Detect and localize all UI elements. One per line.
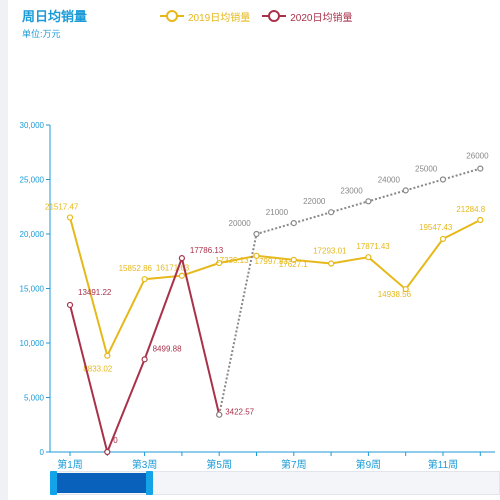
- data-point-0: [141, 276, 148, 283]
- data-point-1: [104, 448, 111, 456]
- y-tick-label: 5,000: [24, 394, 45, 403]
- data-label-0: 17335.13: [215, 256, 249, 265]
- data-label-1: 17786.13: [190, 246, 224, 255]
- legend-swatch-2019: [160, 9, 184, 23]
- data-label-1: 13491.22: [78, 288, 112, 297]
- x-tick-label: 第11周: [428, 458, 458, 470]
- y-tick-label: 15,000: [20, 285, 45, 294]
- data-point-2: [477, 165, 484, 172]
- data-label-0: 14938.56: [378, 290, 412, 299]
- x-tick-label: 第9周: [356, 458, 382, 470]
- data-label-2: 26000: [466, 152, 489, 161]
- legend: 2019日均销量 2020日均销量: [160, 8, 365, 24]
- data-label-0: 8833.02: [83, 365, 112, 374]
- data-point-0: [178, 272, 185, 279]
- data-label-2: 25000: [415, 165, 438, 174]
- data-label-2: 21000: [266, 208, 289, 217]
- data-point-0: [104, 352, 111, 359]
- data-label-0: 16171.63: [156, 264, 190, 273]
- data-point-0: [477, 216, 484, 224]
- data-point-2: [328, 209, 335, 216]
- data-point-0: [402, 286, 409, 293]
- x-tick-label: 第7周: [281, 458, 307, 470]
- data-label-0: 17997.83: [255, 257, 289, 266]
- data-label-1: 3422.57: [225, 408, 254, 417]
- legend-swatch-2020: [262, 9, 287, 23]
- data-point-0: [290, 256, 297, 263]
- chart-subtitle: 单位:万元: [22, 29, 61, 39]
- legend-item-2020[interactable]: 2020日均销量: [262, 9, 353, 24]
- data-label-0: 21517.47: [45, 202, 79, 211]
- legend-label-2020: 2020日均销量: [290, 12, 353, 24]
- data-point-2: [365, 198, 372, 205]
- data-label-2: 22000: [303, 197, 326, 206]
- x-tick-label: 第5周: [206, 458, 232, 470]
- data-point-0: [216, 259, 223, 267]
- data-point-2: [290, 220, 297, 227]
- data-point-2: [253, 230, 260, 238]
- y-tick-label: 0: [40, 448, 45, 457]
- x-tick-label: 第1周: [57, 458, 83, 470]
- data-label-0: 15852.86: [119, 264, 153, 273]
- y-tick-label: 30,000: [20, 121, 45, 130]
- data-label-0: 17293.01: [313, 247, 347, 256]
- zoom-selected-range[interactable]: [57, 473, 146, 493]
- line-chart: 0 5,000 10,000 15,000 20,000 25,000 30,000 第1周 第…: [20, 121, 495, 470]
- data-point-1: [178, 255, 185, 262]
- data-label-1: 8499.88: [153, 344, 182, 353]
- data-label-2: 23000: [340, 186, 363, 195]
- chart-title: 周日均销量: [22, 9, 88, 24]
- x-tick-label: 第3周: [132, 458, 158, 470]
- legend-label-2019: 2019日均销量: [188, 12, 251, 24]
- series-line-2: [218, 167, 481, 415]
- data-point-0: [365, 254, 372, 261]
- data-label-0: 19547.43: [419, 223, 453, 232]
- y-tick-label: 20,000: [20, 230, 45, 239]
- data-point-0: [439, 235, 447, 243]
- zoom-handle-left[interactable]: [50, 471, 57, 495]
- data-label-0: 17871.43: [356, 242, 390, 251]
- data-point-1: [66, 301, 74, 309]
- data-point-1: [141, 356, 148, 363]
- y-tick-label: 25,000: [20, 176, 45, 185]
- zoom-slider[interactable]: [50, 471, 500, 495]
- series-line-0: [69, 217, 481, 359]
- y-tick-label: 10,000: [20, 339, 45, 348]
- legend-item-2019[interactable]: 2019日均销量: [160, 9, 250, 24]
- data-label-2: 20000: [229, 219, 252, 228]
- data-label-0: 21284.8: [456, 205, 485, 214]
- data-point-2: [402, 187, 409, 194]
- data-label-0: 17627.1: [279, 260, 308, 269]
- data-point-0: [66, 214, 74, 221]
- data-point-2: [439, 176, 447, 183]
- data-point-2: [216, 411, 223, 418]
- data-label-1: 0: [113, 436, 118, 445]
- data-point-0: [328, 260, 335, 267]
- data-point-0: [253, 252, 260, 259]
- left-rail: [0, 0, 8, 500]
- data-label-2: 24000: [378, 175, 401, 184]
- zoom-handle-right[interactable]: [146, 471, 153, 495]
